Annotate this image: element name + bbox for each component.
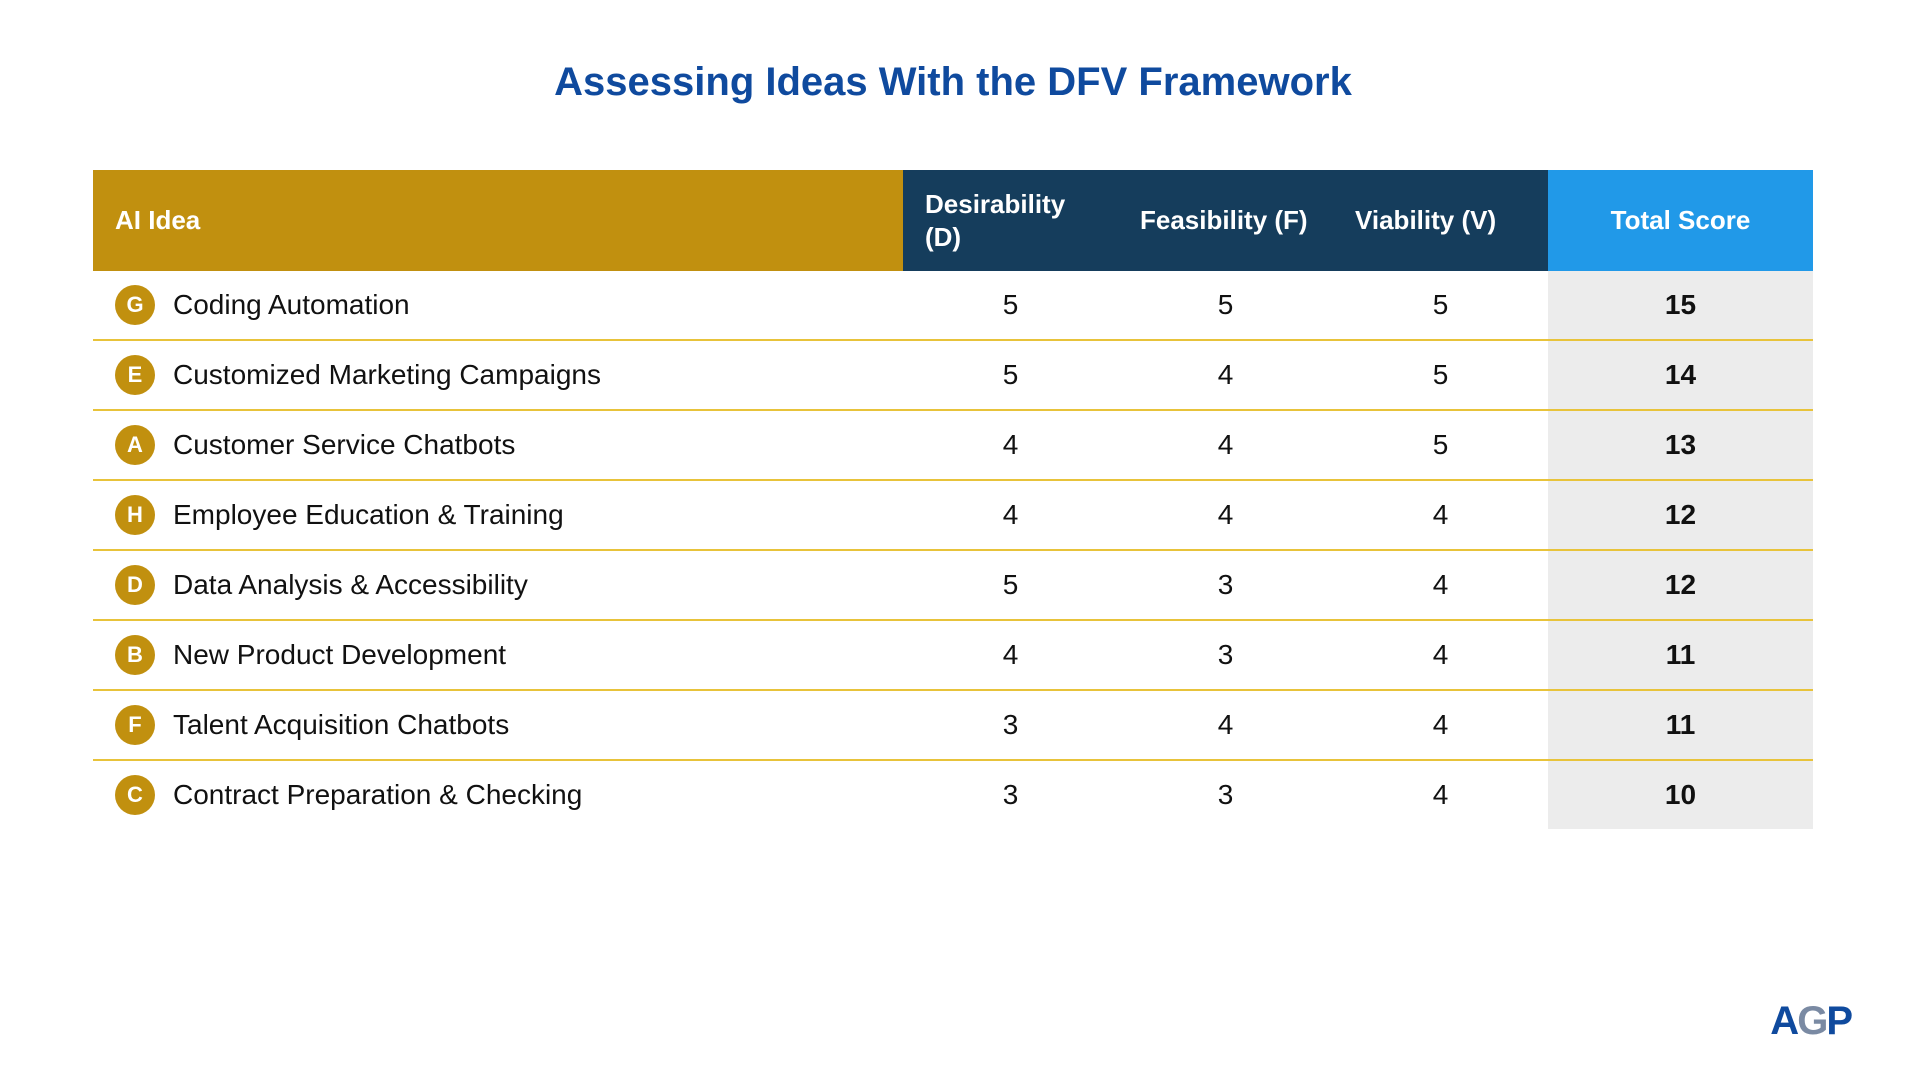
col-header-d: Desirability (D) bbox=[903, 170, 1118, 271]
cell-v: 5 bbox=[1333, 411, 1548, 479]
cell-f: 5 bbox=[1118, 271, 1333, 339]
dfv-table: AI Idea Desirability (D) Feasibility (F)… bbox=[93, 170, 1813, 829]
cell-total: 11 bbox=[1548, 691, 1813, 759]
cell-idea: B New Product Development bbox=[93, 621, 903, 689]
cell-f: 3 bbox=[1118, 761, 1333, 829]
cell-total: 15 bbox=[1548, 271, 1813, 339]
table-row: HEmployee Education & Training44412 bbox=[93, 481, 1813, 551]
cell-f: 4 bbox=[1118, 341, 1333, 409]
cell-total: 12 bbox=[1548, 481, 1813, 549]
col-header-f: Feasibility (F) bbox=[1118, 170, 1333, 271]
cell-idea: E Customized Marketing Campaigns bbox=[93, 341, 903, 409]
idea-label: Coding Automation bbox=[173, 289, 410, 321]
brand-logo: AGP bbox=[1770, 999, 1851, 1044]
row-badge: A bbox=[115, 425, 155, 465]
cell-idea: G Coding Automation bbox=[93, 271, 903, 339]
row-badge: H bbox=[115, 495, 155, 535]
cell-d: 3 bbox=[903, 761, 1118, 829]
table-header: AI Idea Desirability (D) Feasibility (F)… bbox=[93, 170, 1813, 271]
cell-v: 4 bbox=[1333, 551, 1548, 619]
idea-label: Talent Acquisition Chatbots bbox=[173, 709, 509, 741]
cell-d: 4 bbox=[903, 621, 1118, 689]
cell-idea: D Data Analysis & Accessibility bbox=[93, 551, 903, 619]
row-badge: B bbox=[115, 635, 155, 675]
cell-f: 4 bbox=[1118, 691, 1333, 759]
table-row: D Data Analysis & Accessibility 53412 bbox=[93, 551, 1813, 621]
idea-label: New Product Development bbox=[173, 639, 506, 671]
cell-v: 4 bbox=[1333, 481, 1548, 549]
row-badge: C bbox=[115, 775, 155, 815]
cell-d: 5 bbox=[903, 341, 1118, 409]
col-header-v: Viability (V) bbox=[1333, 170, 1548, 271]
cell-total: 12 bbox=[1548, 551, 1813, 619]
cell-d: 3 bbox=[903, 691, 1118, 759]
table-row: GCoding Automation55515 bbox=[93, 271, 1813, 341]
idea-label: Data Analysis & Accessibility bbox=[173, 569, 528, 601]
col-header-idea: AI Idea bbox=[93, 170, 903, 271]
idea-label: Contract Preparation & Checking bbox=[173, 779, 582, 811]
cell-d: 5 bbox=[903, 271, 1118, 339]
cell-idea: C Contract Preparation & Checking bbox=[93, 761, 903, 829]
cell-total: 11 bbox=[1548, 621, 1813, 689]
cell-idea: F Talent Acquisition Chatbots bbox=[93, 691, 903, 759]
cell-d: 5 bbox=[903, 551, 1118, 619]
cell-f: 4 bbox=[1118, 481, 1333, 549]
row-badge: G bbox=[115, 285, 155, 325]
row-badge: E bbox=[115, 355, 155, 395]
table-row: ECustomized Marketing Campaigns54514 bbox=[93, 341, 1813, 411]
page-title: Assessing Ideas With the DFV Framework bbox=[554, 60, 1352, 105]
logo-part-a: A bbox=[1770, 999, 1797, 1043]
idea-label: Customized Marketing Campaigns bbox=[173, 359, 601, 391]
cell-d: 4 bbox=[903, 481, 1118, 549]
cell-f: 3 bbox=[1118, 621, 1333, 689]
cell-total: 10 bbox=[1548, 761, 1813, 829]
cell-v: 4 bbox=[1333, 761, 1548, 829]
idea-label: Customer Service Chatbots bbox=[173, 429, 515, 461]
col-header-total: Total Score bbox=[1548, 170, 1813, 271]
cell-v: 5 bbox=[1333, 341, 1548, 409]
logo-part-p: P bbox=[1826, 999, 1851, 1043]
cell-idea: H Employee Education & Training bbox=[93, 481, 903, 549]
cell-d: 4 bbox=[903, 411, 1118, 479]
cell-f: 3 bbox=[1118, 551, 1333, 619]
cell-v: 4 bbox=[1333, 691, 1548, 759]
slide-container: Assessing Ideas With the DFV Framework A… bbox=[0, 0, 1906, 1074]
table-row: ACustomer Service Chatbots44513 bbox=[93, 411, 1813, 481]
row-badge: D bbox=[115, 565, 155, 605]
cell-v: 4 bbox=[1333, 621, 1548, 689]
cell-idea: A Customer Service Chatbots bbox=[93, 411, 903, 479]
table-row: BNew Product Development43411 bbox=[93, 621, 1813, 691]
idea-label: Employee Education & Training bbox=[173, 499, 564, 531]
logo-part-g: G bbox=[1797, 999, 1826, 1043]
cell-total: 13 bbox=[1548, 411, 1813, 479]
table-row: FTalent Acquisition Chatbots34411 bbox=[93, 691, 1813, 761]
row-badge: F bbox=[115, 705, 155, 745]
cell-f: 4 bbox=[1118, 411, 1333, 479]
table-body: GCoding Automation55515ECustomized Marke… bbox=[93, 271, 1813, 829]
cell-v: 5 bbox=[1333, 271, 1548, 339]
cell-total: 14 bbox=[1548, 341, 1813, 409]
table-row: CContract Preparation & Checking33410 bbox=[93, 761, 1813, 829]
